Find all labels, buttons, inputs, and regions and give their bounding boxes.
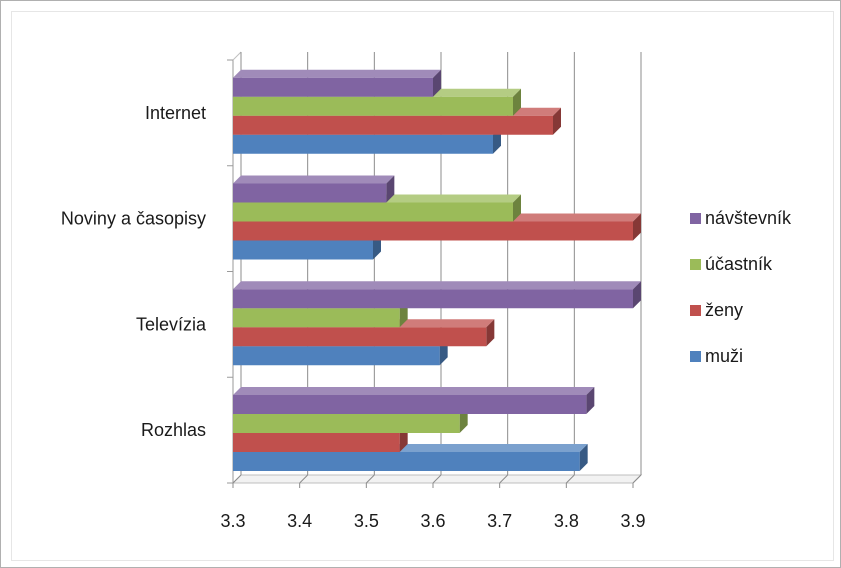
bars — [233, 69, 641, 471]
gridline-floor-3.9 — [632, 474, 642, 484]
x-tick-labels: 3.3 3.4 3.5 3.6 3.7 3.8 3.9 — [220, 511, 645, 531]
bar-front-face — [233, 134, 493, 154]
bar-front-face — [233, 346, 440, 366]
legend-label: ženy — [705, 300, 743, 320]
bar-front-face — [233, 395, 587, 414]
gridline-floor-3.7 — [499, 474, 509, 484]
x-tick-label: 3.3 — [220, 511, 245, 531]
legend-item-muži: muži — [690, 346, 743, 366]
bar-Internet-návštevník — [233, 69, 441, 97]
bar-end-face — [513, 194, 521, 222]
chart-area-border — [11, 11, 834, 561]
bar-front-face — [233, 289, 633, 309]
gridline-floor-3.5 — [365, 474, 375, 484]
bar-front-face — [233, 327, 487, 347]
legend-item-ženy: ženy — [690, 300, 743, 320]
legend-label: účastník — [705, 254, 773, 274]
bar-front-face — [233, 308, 400, 328]
legend-swatch — [690, 305, 701, 316]
x-tick-label: 3.9 — [620, 511, 645, 531]
left-axis-top-edge — [232, 51, 242, 61]
x-tick-label: 3.7 — [487, 511, 512, 531]
legend-item-účastník: účastník — [690, 254, 773, 274]
x-tick-label: 3.6 — [420, 511, 445, 531]
legend-swatch — [690, 259, 701, 270]
category-label: Televízia — [136, 314, 207, 334]
legend-label: návštevník — [705, 208, 792, 228]
category-label: Rozhlas — [141, 420, 206, 440]
bar-end-face — [579, 444, 588, 471]
bar-end-face — [633, 213, 641, 241]
legend: návštevník účastník ženy muži — [690, 208, 792, 366]
gridline-floor-3.8 — [565, 474, 575, 484]
category-labels: Rozhlas Televízia Noviny a časopisy Interne… — [61, 103, 207, 440]
bar-end-face — [553, 107, 561, 135]
bar-Televízia-návštevník — [233, 281, 641, 309]
bar-top-face — [233, 281, 641, 290]
bar-front-face — [233, 221, 633, 241]
bar-end-face — [433, 69, 441, 97]
bar-Noviny a časopisy-návštevník — [233, 175, 395, 203]
bar-front-face — [233, 433, 400, 452]
gridline-floor-3.6 — [432, 474, 442, 484]
category-label: Internet — [145, 103, 206, 123]
bar-front-face — [233, 183, 387, 203]
bar-front-face — [233, 77, 433, 97]
bar-front-face — [233, 240, 373, 260]
category-label: Noviny a časopisy — [61, 209, 206, 229]
gridline-floor-3.3 — [232, 474, 242, 484]
legend-label: muži — [705, 346, 743, 366]
bar-front-face — [233, 115, 553, 135]
gridline-floor-3.4 — [299, 474, 309, 484]
bar-front-face — [233, 202, 513, 222]
bar-top-face — [233, 387, 595, 395]
x-tick-label: 3.4 — [287, 511, 312, 531]
legend-swatch — [690, 213, 701, 224]
legend-swatch — [690, 351, 701, 362]
x-tick-label: 3.5 — [354, 511, 379, 531]
bar-front-face — [233, 96, 513, 116]
legend-item-návštevník: návštevník — [690, 208, 792, 228]
bar-end-face — [486, 319, 495, 347]
bar-end-face — [513, 88, 521, 116]
bar-front-face — [233, 452, 580, 471]
bar-end-face — [586, 387, 595, 414]
bar-end-face — [633, 281, 641, 309]
bar-end-face — [386, 175, 395, 203]
bar-Rozhlas-návštevník — [233, 387, 595, 414]
bar-front-face — [233, 414, 460, 433]
x-tick-label: 3.8 — [554, 511, 579, 531]
bar-top-face — [233, 175, 395, 184]
bar-top-face — [233, 69, 441, 78]
